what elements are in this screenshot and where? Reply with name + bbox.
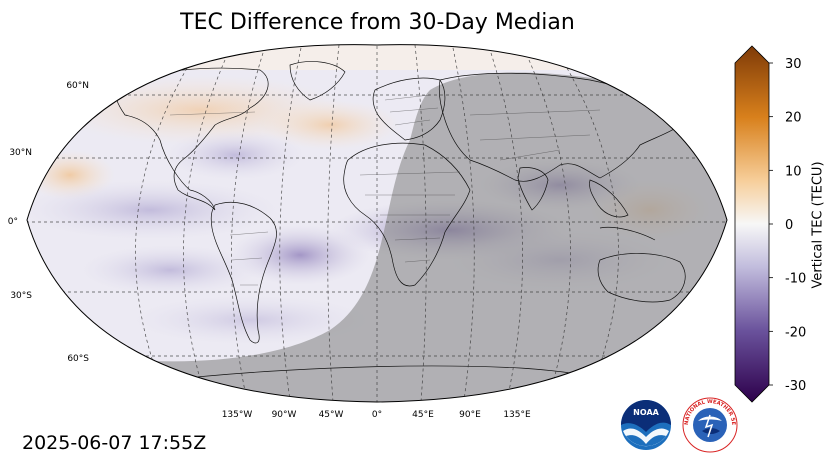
indonesia-outline: [599, 226, 656, 241]
lat-label-60n: 60°N: [66, 81, 89, 91]
north-america-outline: [115, 67, 269, 211]
colorbar-tick-label: 10: [785, 164, 802, 179]
lat-label-0: 0°: [8, 217, 18, 227]
africa-outline: [343, 142, 471, 287]
colorbar-tick-label: 0: [785, 218, 793, 233]
southeast-asia-outline: [589, 179, 629, 218]
map-content: [27, 44, 727, 402]
timestamp: 2025-06-07 17:55Z: [22, 432, 207, 454]
colorbar-tick-label: -10: [785, 272, 806, 287]
noaa-logo-text: NOAA: [633, 408, 659, 417]
lat-label-60s: 60°S: [67, 354, 89, 364]
nws-logo: NATIONAL WEATHER SERVICE: [682, 397, 738, 453]
asia-outline: [438, 72, 691, 182]
greenland-outline: [289, 61, 346, 101]
country-borders: [169, 94, 601, 286]
colorbar-label: Vertical TEC (TECU): [810, 161, 826, 289]
colorbar-tick-label: -30: [785, 379, 806, 394]
colorbar-tick-label: -20: [785, 325, 806, 340]
lat-label-30n: 30°N: [9, 148, 32, 158]
lon-label-45e: 45°E: [412, 410, 434, 420]
lon-label-90e: 90°E: [459, 410, 481, 420]
lon-label-135w: 135°W: [222, 410, 253, 420]
india-outline: [517, 167, 549, 211]
colorbar-tick-label: 30: [785, 57, 802, 72]
lon-label-135e: 135°E: [503, 410, 531, 420]
noaa-logo: NOAA: [621, 400, 671, 450]
australia-outline: [597, 253, 686, 303]
colorbar-tick-label: 20: [785, 111, 802, 126]
globe-outline: [26, 44, 728, 403]
lon-label-45w: 45°W: [319, 410, 344, 420]
lon-label-90w: 90°W: [272, 410, 297, 420]
colorbar-ticks: 30 20 10 0 -10 -20 -30: [769, 57, 806, 394]
night-terminator-shading: [27, 72, 727, 402]
map-title: TEC Difference from 30-Day Median: [180, 10, 575, 35]
colorbar-body: [734, 45, 770, 403]
lat-label-30s: 30°S: [10, 291, 32, 301]
lon-label-0: 0°: [372, 410, 382, 420]
